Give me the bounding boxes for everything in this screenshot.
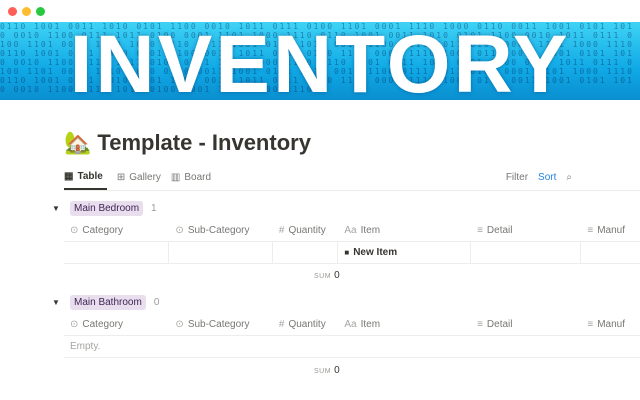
text-icon: ≡ [587,319,594,330]
minimize-button[interactable] [22,7,31,16]
table-icon: ▦ [64,171,74,182]
empty-text: Empty. [70,341,101,352]
select-icon: ⊙ [70,225,79,236]
table-header: ⊙ Category ⊙ Sub-Category # Quantity Aa Item… [64,314,640,336]
page-icon: ■ [344,248,350,257]
column-header-manufacturer[interactable]: ≡ Manuf [587,225,625,236]
select-icon: ⊙ [175,319,184,330]
maximize-button[interactable] [36,7,45,16]
window-titlebar [0,0,640,22]
search-icon[interactable]: ⌕ [566,172,572,183]
title-icon: Aa [344,319,357,330]
collapse-caret-icon[interactable]: ▼ [52,204,60,213]
empty-row: Empty. [64,336,640,358]
group-tag: Main Bedroom [70,201,144,216]
group-count: 1 [151,203,157,214]
manufacturer-cell[interactable] [581,242,640,263]
select-icon: ⊙ [175,225,184,236]
tab-gallery[interactable]: ⊞ Gallery [116,172,161,183]
binary-pattern: 0110 1001 0011 1010 0101 1100 0010 1011 … [0,22,634,94]
group-header-main-bedroom: ▼ Main Bedroom 1 [52,201,157,216]
cover-image: 0110 1001 0011 1010 0101 1100 0010 1011 … [0,22,640,100]
view-toolbar: Filter Sort ⌕ [506,172,572,183]
page-title: 🏡 Template - Inventory [64,130,311,156]
column-header-quantity[interactable]: # Quantity [278,319,326,330]
column-header-category[interactable]: ⊙ Category [70,319,123,330]
text-icon: ≡ [477,319,483,330]
view-tabs: ▦ Table ⊞ Gallery ▥ Board [64,171,211,190]
group-tag: Main Bathroom [70,295,146,310]
sort-button[interactable]: Sort [538,172,557,183]
column-header-item[interactable]: Aa Item [344,319,381,330]
detail-cell[interactable] [471,242,582,263]
cover-title: INVENTORY [69,22,571,100]
table-header: ⊙ Category ⊙ Sub-Category # Quantity Aa Item… [64,220,640,242]
close-button[interactable] [8,7,17,16]
item-cell[interactable]: ■ New Item [338,242,472,263]
group-header-main-bathroom: ▼ Main Bathroom 0 [52,295,159,310]
category-cell[interactable] [64,242,170,263]
page-title-text: Template - Inventory [97,130,311,155]
text-icon: ≡ [587,225,594,236]
house-icon: 🏡 [64,130,92,155]
quantity-sum[interactable]: SUM 0 [314,365,341,376]
sub-category-cell[interactable] [169,242,273,263]
gallery-icon: ⊞ [116,172,126,183]
tab-table[interactable]: ▦ Table [64,171,107,190]
column-header-sub-category[interactable]: ⊙ Sub-Category [175,319,250,330]
title-icon: Aa [344,225,357,236]
quantity-cell[interactable] [273,242,339,263]
board-icon: ▥ [170,172,181,183]
number-icon: # [278,319,285,330]
number-icon: # [278,225,285,236]
text-icon: ≡ [477,225,483,236]
group-count: 0 [153,297,160,308]
filter-button[interactable]: Filter [505,172,529,183]
column-header-detail[interactable]: ≡ Detail [477,319,513,330]
select-icon: ⊙ [70,319,79,330]
table-row[interactable]: ■ New Item [64,242,640,264]
column-header-sub-category[interactable]: ⊙ Sub-Category [175,225,250,236]
collapse-caret-icon[interactable]: ▼ [52,298,60,307]
column-header-quantity[interactable]: # Quantity [278,225,326,236]
column-header-detail[interactable]: ≡ Detail [477,225,513,236]
tab-board[interactable]: ▥ Board [170,172,212,183]
column-header-manufacturer[interactable]: ≡ Manuf [587,319,625,330]
quantity-sum[interactable]: SUM 0 [314,270,341,281]
column-header-category[interactable]: ⊙ Category [70,225,123,236]
divider [64,190,640,191]
column-header-item[interactable]: Aa Item [344,225,381,236]
